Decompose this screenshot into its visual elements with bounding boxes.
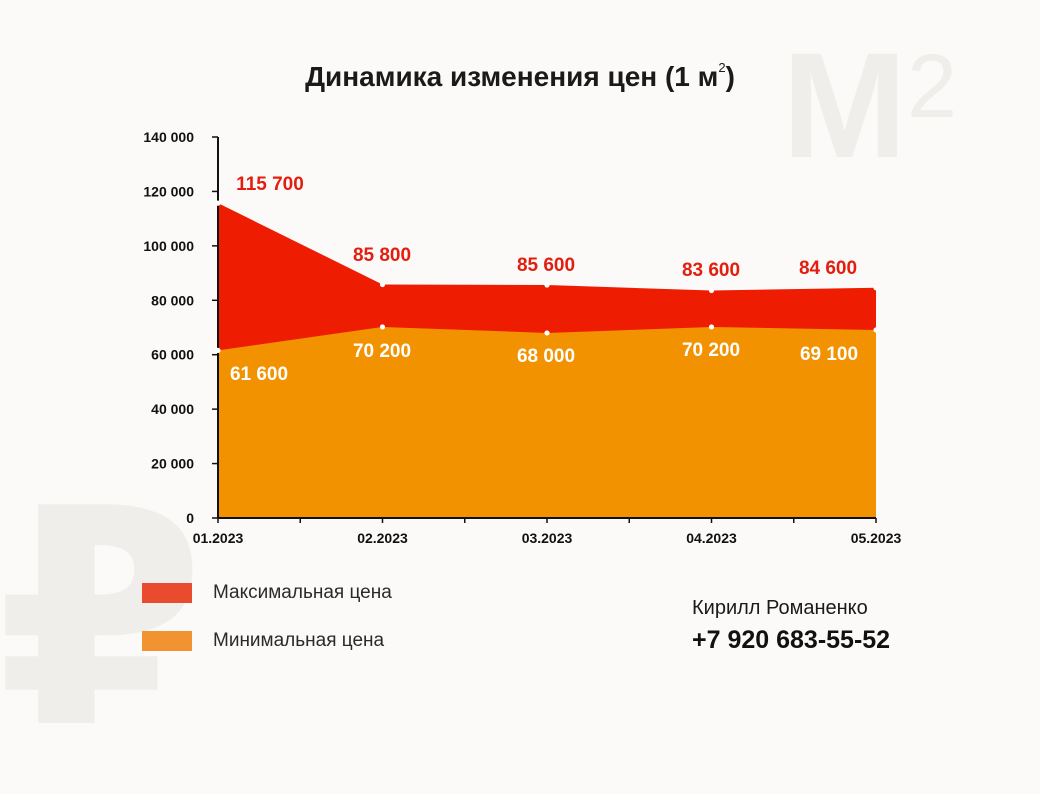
max-price-point [379, 281, 386, 288]
contact-name: Кирилл Романенко [692, 597, 868, 619]
y-tick-label: 60 000 [151, 347, 194, 363]
chart-title: Динамика изменения цен (1 м2) [305, 60, 735, 92]
area-chart: 0 20 000 40 000 60 000 80 000 100 000 120 000 1… [143, 129, 902, 546]
y-tick-label: 120 000 [143, 183, 194, 199]
chart-canvas: M2 ₽ Динамика изменения цен (1 м2) 0 20 0… [0, 21, 958, 770]
min-price-point [379, 324, 386, 330]
max-price-point [544, 282, 550, 288]
max-price-label: 85 600 [517, 255, 575, 276]
max-price-label: 83 600 [682, 260, 740, 281]
min-price-label: 70 200 [353, 341, 411, 362]
x-tick-label: 03.2023 [522, 530, 573, 546]
min-price-label: 69 100 [800, 344, 858, 365]
legend-swatch-min [142, 631, 192, 651]
max-price-label: 115 700 [236, 174, 304, 195]
legend-swatch-max [142, 583, 192, 603]
contact-phone: +7 920 683-55-52 [692, 626, 891, 654]
x-tick-label: 05.2023 [851, 530, 902, 546]
m2-watermark: M2 [782, 21, 958, 189]
min-price-label: 70 200 [682, 340, 740, 361]
legend: Максимальная цена Минимальная цена [142, 580, 392, 676]
x-tick-label: 04.2023 [686, 530, 737, 546]
max-price-label: 85 800 [353, 245, 411, 266]
max-price-point [873, 285, 879, 291]
max-price-point [708, 287, 715, 294]
min-price-point [708, 324, 715, 330]
y-tick-label: 140 000 [143, 129, 194, 145]
legend-item-max: Максимальная цена [142, 580, 392, 606]
min-price-point [215, 347, 221, 353]
min-price-point [544, 330, 550, 336]
y-tick-label: 20 000 [151, 456, 194, 472]
y-tick-label: 40 000 [151, 401, 194, 417]
area-min-price [218, 326, 876, 518]
legend-label-min: Минимальная цена [213, 630, 385, 651]
legend-label-max: Максимальная цена [213, 582, 392, 603]
legend-item-min: Минимальная цена [142, 628, 392, 654]
y-tick-label: 80 000 [151, 292, 194, 308]
min-price-label: 61 600 [230, 364, 288, 385]
min-price-label: 68 000 [517, 346, 575, 367]
max-price-point [215, 200, 221, 206]
contact-block: Кирилл Романенко +7 920 683-55-52 [692, 597, 890, 655]
x-tick-label: 01.2023 [193, 530, 244, 546]
y-tick-label: 0 [186, 510, 194, 526]
min-price-point [873, 327, 879, 333]
y-tick-label: 100 000 [143, 238, 194, 254]
max-price-label: 84 600 [799, 258, 857, 279]
x-tick-label: 02.2023 [357, 530, 408, 546]
